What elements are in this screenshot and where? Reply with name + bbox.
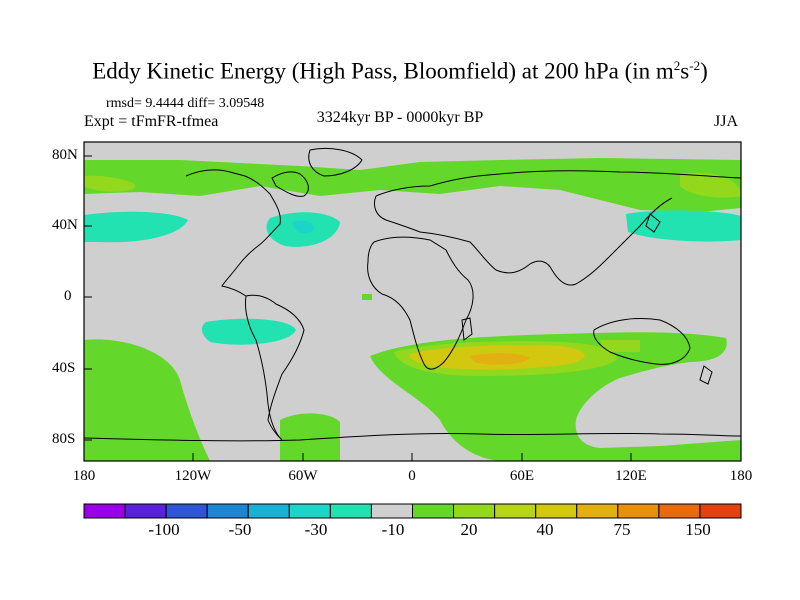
- colorbar-swatch: [83, 503, 126, 519]
- colorbar-label: 40: [536, 520, 554, 539]
- season-label: JJA: [714, 113, 739, 130]
- coast-antarctica: [84, 432, 741, 442]
- lon-label: 60E: [509, 468, 535, 484]
- lat-label: 0: [64, 288, 72, 304]
- lat-label: 40S: [52, 360, 76, 376]
- region-gulf-stream-core: [292, 220, 315, 234]
- region-north-positive: [84, 158, 741, 212]
- colorbar-swatch: [535, 503, 578, 519]
- region-south-pacific-positive: [84, 339, 210, 461]
- colorbar-swatch: [206, 503, 249, 519]
- region-tropical-pacific-negative: [201, 318, 296, 345]
- lon-ticks: [83, 453, 742, 461]
- coast-greenland: [308, 147, 363, 177]
- coast-africa: [367, 236, 474, 370]
- region-south-australia-core: [600, 340, 640, 352]
- lon-label: 120W: [174, 468, 212, 484]
- colorbar-swatch: [329, 503, 372, 519]
- lon-label: 60W: [288, 468, 318, 484]
- colorbar: [83, 503, 742, 519]
- experiment-label: Expt = tFmFR-tfmea: [84, 113, 219, 130]
- lon-label: 0: [408, 468, 416, 484]
- coast-new-zealand: [699, 365, 713, 385]
- lon-label: 180: [72, 468, 96, 484]
- colorbar-label: 20: [460, 520, 478, 539]
- colorbar-label: -50: [228, 520, 252, 539]
- stats-text: rmsd= 9.4444 diff= 3.09548: [106, 96, 265, 111]
- lon-label: 180: [729, 468, 753, 484]
- region-drake-positive: [280, 413, 340, 461]
- colorbar-swatch: [370, 503, 414, 519]
- lat-label: 40N: [52, 217, 78, 233]
- coast-australia: [593, 317, 691, 365]
- colorbar-swatch: [494, 503, 537, 519]
- colorbar-swatch: [658, 503, 701, 519]
- coast-hudson-bay: [271, 171, 309, 197]
- coast-eurasia-south: [373, 195, 673, 286]
- map-title: Eddy Kinetic Energy (High Pass, Bloomfie…: [92, 58, 708, 84]
- region-north-pacific-core: [84, 175, 136, 192]
- coast-north-america: [185, 169, 281, 297]
- lon-label: 120E: [615, 468, 647, 484]
- lat-label: 80N: [52, 147, 78, 163]
- map-plot-area: [84, 142, 741, 461]
- colorbar-swatch: [453, 503, 496, 519]
- colorbar-swatch: [617, 503, 660, 519]
- colorbar-label: -10: [381, 520, 405, 539]
- colorbar-label: 150: [685, 520, 711, 539]
- colorbar-swatch: [124, 503, 167, 519]
- colorbar-swatch: [165, 503, 208, 519]
- region-atlantic-speck: [362, 294, 372, 300]
- colorbar-swatch: [699, 503, 742, 519]
- coastlines: [84, 147, 741, 442]
- colorbar-swatch: [412, 503, 455, 519]
- coast-south-america-east: [245, 294, 305, 441]
- period-label: 3324kyr BP - 0000kyr BP: [316, 109, 484, 126]
- colorbar-swatch: [247, 503, 290, 519]
- coast-south-america-west: [245, 295, 283, 441]
- coast-madagascar: [461, 317, 473, 341]
- colorbar-label: -100: [148, 520, 180, 539]
- coast-japan: [645, 213, 661, 233]
- region-north-pacific-negative: [84, 211, 188, 243]
- colorbar-label: 75: [613, 520, 631, 539]
- lat-ticks: [84, 155, 92, 441]
- region-siberia-core: [680, 172, 741, 198]
- coast-eurasia-north: [375, 170, 741, 197]
- colorbar-swatch: [288, 503, 331, 519]
- colorbar-label: -30: [304, 520, 328, 539]
- region-indian-ocean-peak: [470, 353, 530, 365]
- colorbar-swatch: [576, 503, 619, 519]
- lat-label: 80S: [52, 431, 76, 447]
